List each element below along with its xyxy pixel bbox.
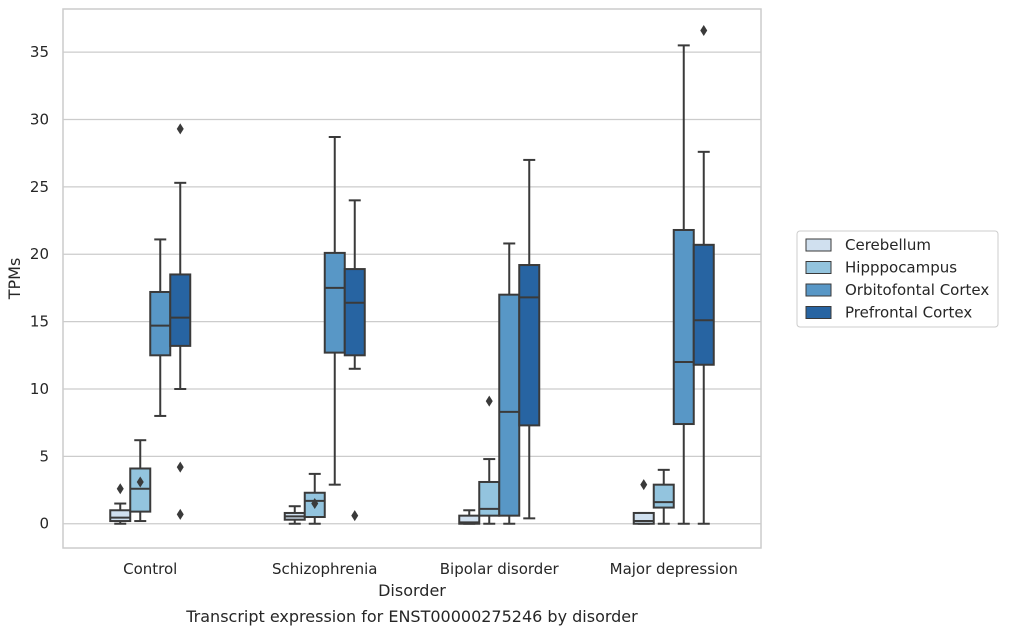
legend-swatch (805, 261, 832, 274)
box-hipppocampus (129, 439, 152, 523)
box (478, 480, 501, 517)
legend-label: Hipppocampus (845, 259, 957, 277)
box-prefrontal-cortex (343, 199, 366, 522)
box (109, 509, 132, 523)
outlier-point (116, 483, 124, 495)
y-tick-label: 20 (30, 245, 49, 263)
box-hipppocampus (303, 472, 326, 525)
chart-caption: Transcript expression for ENST0000027524… (185, 607, 638, 626)
box-prefrontal-cortex (169, 123, 192, 520)
x-tick-label: Schizophrenia (272, 560, 377, 578)
box (129, 467, 152, 513)
x-tick-labels: Control Schizophrenia Bipolar disorder Majo… (123, 560, 738, 578)
legend-label: Cerebellum (845, 236, 931, 254)
x-axis-title: Disorder (378, 581, 446, 600)
box-orbitofontal-cortex (672, 44, 695, 525)
outlier-point (351, 510, 359, 522)
outlier-point (176, 461, 184, 473)
box-prefrontal-cortex (692, 25, 715, 525)
outlier-point (640, 479, 648, 491)
box (692, 243, 715, 366)
outlier-point (485, 395, 493, 407)
y-tick-label: 30 (30, 110, 49, 128)
box-hipppocampus (652, 468, 675, 525)
box (343, 268, 366, 357)
outlier-point (311, 498, 319, 510)
legend-item: Orbitofontal Cortex (805, 281, 989, 299)
box-prefrontal-cortex (518, 158, 541, 520)
box-orbitofontal-cortex (323, 136, 346, 486)
legend-swatch (805, 306, 832, 319)
y-tick-label: 0 (39, 515, 49, 533)
box-series (109, 25, 715, 525)
outlier-point (136, 476, 144, 488)
plot-frame (62, 8, 762, 549)
legend-label: Orbitofontal Cortex (845, 281, 989, 299)
y-tick-label: 15 (30, 313, 49, 331)
box-cerebellum (632, 479, 655, 525)
box (632, 511, 655, 525)
y-tick-label: 5 (39, 447, 49, 465)
legend-label: Prefrontal Cortex (845, 304, 972, 322)
outlier-point (176, 123, 184, 135)
outlier-point (176, 508, 184, 520)
y-axis-title: TPMs (5, 258, 24, 301)
x-tick-label: Control (123, 560, 177, 578)
box (149, 290, 172, 357)
legend-swatch (805, 238, 832, 252)
box-cerebellum (283, 505, 306, 525)
box-hipppocampus (478, 395, 501, 525)
box (672, 228, 695, 426)
y-tick-label: 10 (30, 380, 49, 398)
legend: Cerebellum Hipppocampus Orbitofontal Corte… (796, 230, 999, 328)
legend-item: Cerebellum (805, 236, 931, 254)
box (169, 273, 192, 347)
box-orbitofontal-cortex (149, 238, 172, 417)
x-tick-label: Major depression (610, 560, 738, 578)
box-orbitofontal-cortex (498, 242, 521, 525)
y-tick-labels: 0 5 10 15 20 25 30 35 (30, 43, 49, 533)
box (458, 514, 481, 525)
legend-item: Prefrontal Cortex (805, 304, 972, 322)
y-tick-label: 25 (30, 178, 49, 196)
box (498, 293, 521, 517)
legend-item: Hipppocampus (805, 259, 957, 277)
x-tick-label: Bipolar disorder (440, 560, 560, 578)
box (518, 264, 541, 427)
box (652, 483, 675, 509)
box-cerebellum (109, 483, 132, 525)
box (323, 251, 346, 354)
outlier-point (700, 25, 708, 37)
y-tick-label: 35 (30, 43, 49, 61)
box-cerebellum (458, 509, 481, 525)
legend-frame (796, 230, 999, 328)
grid-lines (63, 51, 761, 525)
legend-swatch (805, 283, 832, 297)
